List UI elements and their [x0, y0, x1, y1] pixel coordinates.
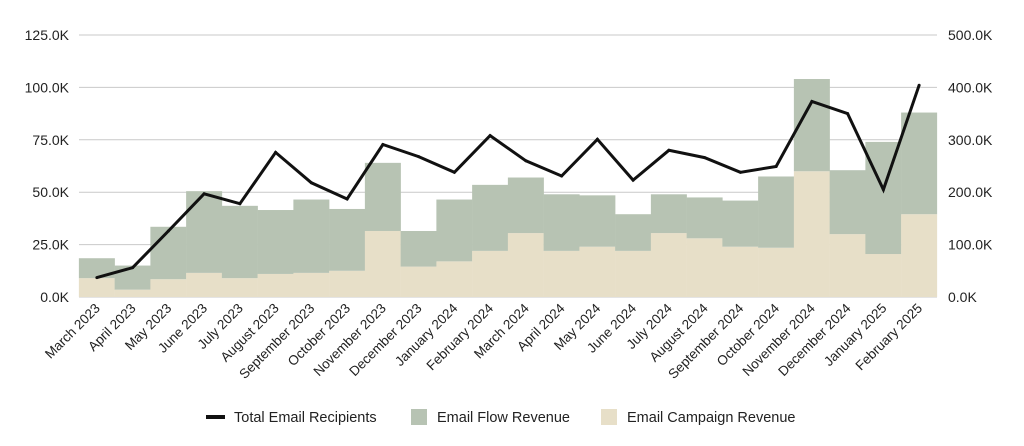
- recipients-point: [560, 174, 564, 178]
- recipients-point: [238, 202, 242, 206]
- legend-item-recipients: Total Email Recipients: [206, 410, 377, 426]
- right-tick-label: 0.0K: [948, 289, 977, 305]
- recipients-line: [95, 83, 921, 280]
- recipients-point: [917, 83, 921, 87]
- recipients-line-path: [96, 84, 921, 280]
- right-tick-label: 500.0K: [948, 27, 993, 43]
- flow-revenue-bar: [650, 194, 687, 234]
- campaign-revenue-bar: [865, 254, 902, 297]
- left-axis-ticks: 0.0K 25.0K 50.0K 75.0K 100.0K 125.0K: [25, 27, 70, 305]
- legend-label: Email Campaign Revenue: [627, 410, 795, 426]
- recipients-point: [703, 156, 707, 160]
- campaign-revenue-bar: [722, 246, 759, 297]
- recipients-point: [131, 266, 135, 270]
- flow-revenue-bar: [293, 199, 330, 273]
- flow-revenue-bar: [579, 195, 616, 247]
- legend-label: Total Email Recipients: [234, 410, 377, 426]
- left-tick-label: 50.0K: [32, 184, 69, 200]
- left-tick-label: 25.0K: [32, 237, 69, 253]
- recipients-point: [524, 159, 528, 163]
- campaign-revenue-bar: [400, 266, 437, 297]
- campaign-revenue-bar: [186, 272, 223, 297]
- campaign-revenue-bar: [543, 250, 580, 297]
- campaign-revenue-bar: [329, 270, 366, 297]
- flow-revenue-bar: [507, 177, 544, 234]
- legend-label: Email Flow Revenue: [437, 410, 570, 426]
- bars: [78, 79, 938, 297]
- campaign-revenue-bar: [114, 289, 151, 297]
- campaign-revenue-bar: [472, 250, 509, 297]
- campaign-revenue-bar: [364, 230, 401, 297]
- campaign-revenue-bar: [257, 273, 294, 297]
- recipients-point: [309, 181, 313, 185]
- campaign-revenue-bar: [829, 234, 866, 297]
- flow-revenue-bar: [150, 226, 187, 280]
- right-tick-label: 400.0K: [948, 79, 993, 95]
- legend-item-campaign: Email Campaign Revenue: [601, 409, 795, 426]
- recipients-point: [595, 137, 599, 141]
- campaign-revenue-bar: [150, 279, 187, 297]
- campaign-revenue-bar: [901, 214, 938, 297]
- recipients-point: [846, 112, 850, 116]
- campaign-revenue-bar: [78, 278, 115, 297]
- campaign-revenue-bar: [579, 246, 616, 297]
- left-tick-label: 125.0K: [25, 27, 70, 43]
- right-tick-label: 300.0K: [948, 132, 993, 148]
- legend-flow-swatch: [411, 409, 427, 425]
- recipients-point: [95, 276, 99, 280]
- flow-revenue-bar: [329, 208, 366, 271]
- recipients-point: [488, 134, 492, 138]
- campaign-revenue-bar: [221, 278, 258, 297]
- recipients-point: [738, 170, 742, 174]
- recipients-point: [202, 192, 206, 196]
- flow-revenue-bar: [436, 199, 473, 262]
- flow-revenue-bar: [686, 197, 723, 239]
- flow-revenue-bar: [758, 176, 795, 248]
- recipients-point: [881, 188, 885, 192]
- flow-revenue-bar: [615, 214, 652, 251]
- flow-revenue-bar: [722, 200, 759, 247]
- campaign-revenue-bar: [293, 272, 330, 297]
- recipients-point: [166, 229, 170, 233]
- left-tick-label: 75.0K: [32, 132, 69, 148]
- campaign-revenue-bar: [758, 247, 795, 297]
- left-tick-label: 100.0K: [25, 79, 70, 95]
- recipients-point: [381, 143, 385, 147]
- flow-revenue-bar: [221, 205, 258, 279]
- legend: Total Email Recipients Email Flow Revenue…: [206, 409, 795, 426]
- campaign-revenue-bar: [686, 238, 723, 297]
- campaign-revenue-bar: [507, 233, 544, 297]
- flow-revenue-bar: [400, 230, 437, 267]
- legend-campaign-swatch: [601, 409, 617, 425]
- flow-revenue-bar: [472, 184, 509, 251]
- recipients-point: [345, 197, 349, 201]
- recipients-point: [417, 155, 421, 159]
- flow-revenue-bar: [901, 112, 938, 215]
- flow-revenue-bar: [186, 191, 223, 273]
- recipients-point: [667, 148, 671, 152]
- recipients-point: [631, 178, 635, 182]
- campaign-revenue-bar: [436, 261, 473, 297]
- campaign-revenue-bar: [615, 250, 652, 297]
- right-axis-ticks: 0.0K 100.0K 200.0K 300.0K 400.0K 500.0K: [948, 27, 993, 305]
- left-tick-label: 0.0K: [40, 289, 69, 305]
- right-tick-label: 200.0K: [948, 184, 993, 200]
- flow-revenue-bar: [364, 162, 401, 231]
- flow-revenue-bar: [543, 194, 580, 251]
- flow-revenue-bar: [78, 258, 115, 279]
- flow-revenue-bar: [257, 210, 294, 274]
- recipients-point: [274, 150, 278, 154]
- legend-item-flow: Email Flow Revenue: [411, 409, 570, 426]
- flow-revenue-bar: [865, 141, 902, 255]
- flow-revenue-bar: [829, 170, 866, 235]
- campaign-revenue-bar: [650, 233, 687, 297]
- recipients-point: [810, 100, 814, 104]
- campaign-revenue-bar: [793, 171, 830, 297]
- right-tick-label: 100.0K: [948, 237, 993, 253]
- recipients-point: [452, 170, 456, 174]
- recipients-point: [774, 165, 778, 169]
